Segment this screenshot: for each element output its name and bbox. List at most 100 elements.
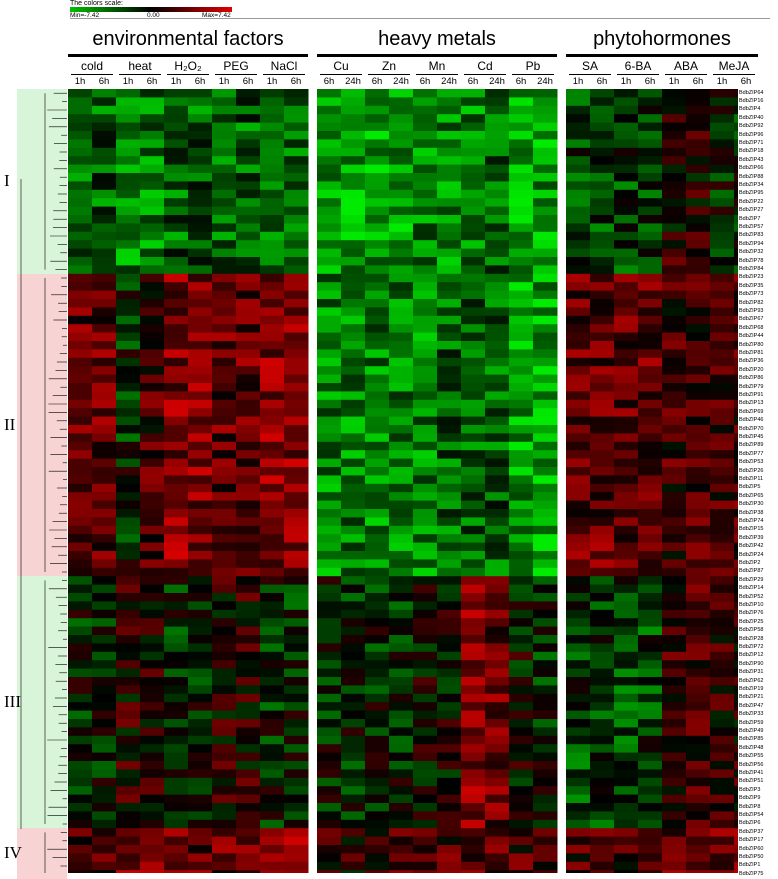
gene-label: BdbZIP96 xyxy=(739,131,764,138)
heatmap-cell xyxy=(509,744,534,754)
heatmap-cell xyxy=(68,710,93,720)
heatmap-cell xyxy=(638,609,663,619)
heatmap-cell xyxy=(317,483,342,493)
heatmap-cell xyxy=(509,290,534,300)
condition-underline xyxy=(263,74,305,75)
heatmap-cell xyxy=(116,391,141,401)
heatmap-cell xyxy=(413,458,438,468)
heatmap-cell xyxy=(389,89,414,98)
heatmap-cell xyxy=(164,475,189,485)
heatmap-cell xyxy=(509,131,534,140)
heatmap-cell xyxy=(638,425,663,434)
heatmap-cell xyxy=(485,777,510,787)
heatmap-cell xyxy=(614,803,639,812)
heatmap-cell xyxy=(509,861,534,871)
heatmap-cell xyxy=(236,349,261,359)
heatmap-cell xyxy=(140,861,165,871)
heatmap-cell xyxy=(485,803,510,812)
heatmap-cell xyxy=(260,744,285,754)
heatmap-cell xyxy=(710,618,735,628)
heatmap-cell xyxy=(686,248,711,258)
heatmap-cell xyxy=(92,693,117,703)
heatmap-cell xyxy=(92,257,117,266)
heatmap-cell xyxy=(365,576,390,586)
heatmap-cell xyxy=(590,752,615,762)
heatmap-cell xyxy=(590,685,615,695)
heatmap-cell xyxy=(638,794,663,804)
heatmap-cell xyxy=(686,643,711,653)
heatmap-cell xyxy=(260,509,285,518)
heatmap-cell xyxy=(710,584,735,594)
heatmap-cell xyxy=(533,685,558,695)
heatmap-cell xyxy=(212,408,237,418)
heatmap-cell xyxy=(284,677,309,686)
heatmap-cell xyxy=(566,206,591,216)
heatmap-cell xyxy=(188,693,213,703)
heatmap-cell xyxy=(341,173,366,182)
heatmap-cell xyxy=(566,525,591,535)
heatmap-cell xyxy=(413,702,438,712)
heatmap-cell xyxy=(590,509,615,518)
heatmap-cell xyxy=(614,89,639,98)
heatmap-cell xyxy=(533,609,558,619)
heatmap-cell xyxy=(734,341,738,350)
heatmap-cell xyxy=(188,618,213,628)
heatmap-cell xyxy=(212,803,237,812)
heatmap-cell xyxy=(341,215,366,224)
heatmap-cell xyxy=(341,836,366,846)
heatmap-cell xyxy=(533,735,558,745)
timepoint-label: 6h xyxy=(467,76,479,87)
heatmap-cell xyxy=(68,685,93,695)
heatmap-cell xyxy=(614,366,639,376)
heatmap-cell xyxy=(92,483,117,493)
heatmap-cell xyxy=(566,500,591,510)
heatmap-cell xyxy=(284,845,309,854)
heatmap-cell xyxy=(509,803,534,812)
heatmap-cell xyxy=(188,601,213,611)
heatmap-cell xyxy=(485,677,510,686)
gene-label: BdbZIP8 xyxy=(739,803,761,810)
heatmap-cell xyxy=(284,525,309,535)
heatmap-cell xyxy=(188,475,213,485)
heatmap-cell xyxy=(341,450,366,460)
heatmap-cell xyxy=(734,475,738,485)
heatmap-cell xyxy=(662,131,687,140)
heatmap-cell xyxy=(566,122,591,132)
heatmap-cell xyxy=(236,845,261,854)
heatmap-cell xyxy=(509,223,534,233)
heatmap-cell xyxy=(614,114,639,124)
heatmap-cell xyxy=(92,559,117,569)
heatmap-cell xyxy=(710,870,735,873)
gene-label: BdbZIP45 xyxy=(739,433,764,440)
heatmap-cell xyxy=(533,744,558,754)
heatmap-cell xyxy=(260,475,285,485)
heatmap-cell xyxy=(188,189,213,199)
heatmap-cell xyxy=(662,475,687,485)
heatmap-cell xyxy=(509,97,534,107)
heatmap-cell xyxy=(662,660,687,670)
heatmap-cell xyxy=(317,660,342,670)
heatmap-cell xyxy=(461,719,486,728)
heatmap-cell xyxy=(734,525,738,535)
heatmap-cell xyxy=(662,744,687,754)
heatmap-cell xyxy=(662,710,687,720)
heatmap-cell xyxy=(317,97,342,107)
heatmap-cell xyxy=(614,416,639,426)
heatmap-cell xyxy=(260,609,285,619)
heatmap-cell xyxy=(533,332,558,342)
heatmap-cell xyxy=(317,677,342,686)
heatmap-cell xyxy=(413,416,438,426)
heatmap-cell xyxy=(638,576,663,586)
heatmap-cell xyxy=(566,349,591,359)
heatmap-cell xyxy=(389,492,414,502)
heatmap-cell xyxy=(686,517,711,527)
heatmap-cell xyxy=(614,677,639,686)
heatmap-cell xyxy=(662,559,687,569)
heatmap-cell xyxy=(710,374,735,384)
heatmap-cell xyxy=(437,567,462,577)
heatmap-cell xyxy=(614,467,639,476)
heatmap-cell xyxy=(509,181,534,191)
heatmap-cell xyxy=(734,534,738,544)
heatmap-cell xyxy=(590,458,615,468)
heatmap-cell xyxy=(734,131,738,140)
